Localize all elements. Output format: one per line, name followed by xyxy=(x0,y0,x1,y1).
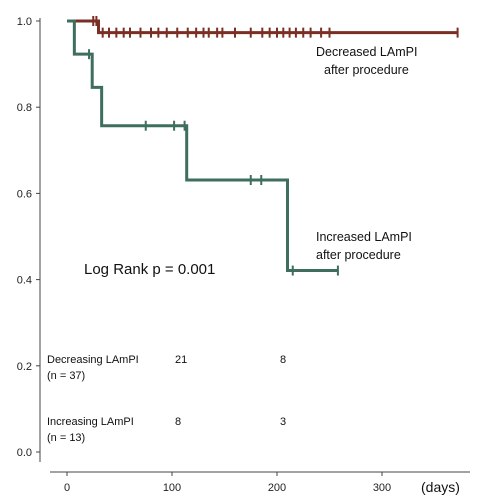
y-tick-label: 0.2 xyxy=(17,361,32,373)
risk-cell: 21 xyxy=(175,354,187,366)
y-tick-label: 0.0 xyxy=(17,447,32,459)
series-layer xyxy=(67,16,459,276)
y-ticks: 0.0 0.2 0.4 0.6 0.8 1.0 xyxy=(17,16,40,459)
risk-table: Decreasing LAmPI (n = 37) 21 8 Increasin… xyxy=(47,354,286,444)
series-0 xyxy=(67,16,459,38)
x-tick-label: 300 xyxy=(373,482,391,494)
risk-row-count: (n = 37) xyxy=(47,370,85,382)
survival-curve xyxy=(67,19,458,35)
increased-series-label-line2: after procedure xyxy=(316,248,401,262)
risk-row-label: Increasing LAmPI xyxy=(47,416,134,428)
axes: 0.0 0.2 0.4 0.6 0.8 1.0 0 100 200 300 (days) xyxy=(17,16,470,495)
y-tick-label: 0.8 xyxy=(17,102,32,114)
decreased-series-label: Decreased LAmPI xyxy=(316,45,417,59)
y-tick-label: 0.4 xyxy=(17,275,32,287)
increased-series-label: Increased LAmPI xyxy=(316,230,412,244)
risk-row-label: Decreasing LAmPI xyxy=(47,354,139,366)
y-tick-label: 0.6 xyxy=(17,188,32,200)
risk-cell: 8 xyxy=(175,416,181,428)
risk-row-count: (n = 13) xyxy=(47,432,85,444)
x-axis-label: (days) xyxy=(421,479,460,495)
decreased-series-label-line2: after procedure xyxy=(324,63,409,77)
y-tick-label: 1.0 xyxy=(17,16,32,28)
x-tick-label: 100 xyxy=(163,482,181,494)
risk-cell: 3 xyxy=(280,416,286,428)
x-ticks: 0 100 200 300 xyxy=(64,472,391,494)
risk-cell: 8 xyxy=(280,354,286,366)
x-tick-label: 200 xyxy=(268,482,286,494)
survival-curve xyxy=(67,19,338,273)
x-tick-label: 0 xyxy=(64,482,70,494)
series-1 xyxy=(67,19,339,276)
log-rank-annotation: Log Rank p = 0.001 xyxy=(84,261,215,278)
